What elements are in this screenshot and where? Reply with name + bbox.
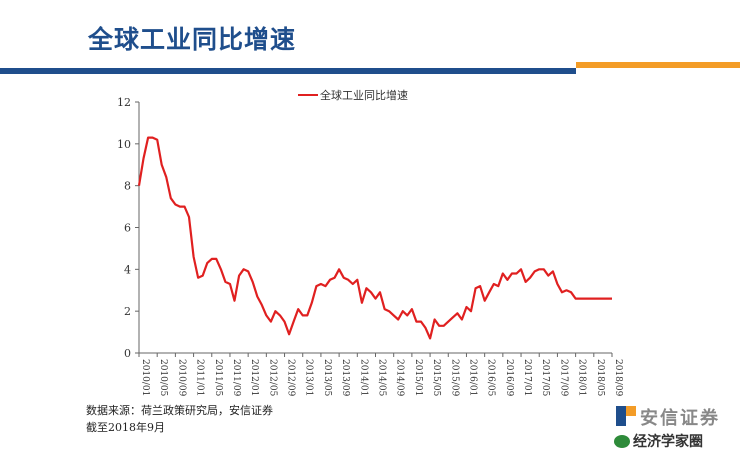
x-tick-label: 2017/09 xyxy=(558,359,568,397)
x-tick-label: 2018/09 xyxy=(613,359,623,397)
x-tick-labels: 2010/01 2010/05 2010/09 2011/01 2011/05 2011/… xyxy=(138,353,623,397)
x-tick-label: 2011/09 xyxy=(231,359,241,397)
x-tick-label: 2017/01 xyxy=(522,359,532,396)
x-tick-label: 2012/05 xyxy=(267,359,277,397)
logo-text: 安信证券 xyxy=(640,408,720,429)
x-tick-label: 2014/09 xyxy=(395,359,405,397)
x-tick-label: 2010/05 xyxy=(158,359,168,397)
x-tick-label: 2011/01 xyxy=(195,359,205,396)
x-tick-label: 2010/09 xyxy=(176,359,186,397)
brand-logo: 安信证券 经济学家圈 xyxy=(610,404,740,462)
x-tick-label: 2012/01 xyxy=(249,359,259,396)
y-tick-label: 4 xyxy=(124,263,131,276)
legend-label: 全球工业同比增速 xyxy=(320,88,408,102)
y-tick-label: 6 xyxy=(124,222,131,235)
as-of-date: 截至2018年9月 xyxy=(86,421,165,434)
chart-series xyxy=(137,136,612,340)
logo-mark-icon xyxy=(616,406,636,426)
x-tick-label: 2015/05 xyxy=(431,359,441,397)
x-tick-label: 2015/01 xyxy=(413,359,423,396)
x-tick-label: 2018/01 xyxy=(577,359,587,396)
source-line: 数据来源：荷兰政策研究局，安信证券 xyxy=(86,404,273,417)
x-tick-label: 2016/01 xyxy=(467,359,477,396)
wechat-icon xyxy=(614,435,630,448)
watermark: 经济学家圈 xyxy=(614,431,703,451)
x-tick-label: 2011/05 xyxy=(213,359,223,397)
x-tick-label: 2017/05 xyxy=(540,359,550,397)
series-line xyxy=(137,136,612,340)
x-tick-label: 2013/09 xyxy=(340,359,350,397)
y-tick-label: 12 xyxy=(117,96,131,109)
x-tick-label: 2015/09 xyxy=(449,359,459,397)
x-tick-label: 2010/01 xyxy=(140,359,150,396)
x-tick-label: 2016/05 xyxy=(486,359,496,397)
y-tick-labels: 0 2 4 6 8 10 12 xyxy=(117,96,139,360)
y-tick-label: 10 xyxy=(117,138,131,151)
chart-legend: 全球工业同比增速 xyxy=(298,88,408,102)
x-tick-label: 2014/05 xyxy=(377,359,387,397)
slide-title: 全球工业同比增速 xyxy=(88,25,297,54)
x-tick-label: 2018/05 xyxy=(595,359,605,397)
source-note: 数据来源：荷兰政策研究局，安信证券 截至2018年9月 xyxy=(86,402,273,436)
x-tick-label: 2013/05 xyxy=(322,359,332,397)
header-accent-bar-orange xyxy=(576,62,740,68)
y-tick-label: 8 xyxy=(124,180,131,193)
x-tick-label: 2016/09 xyxy=(504,359,514,397)
watermark-text: 经济学家圈 xyxy=(633,434,703,450)
y-tick-label: 0 xyxy=(124,347,131,360)
header-accent-bar-blue xyxy=(0,68,576,74)
x-tick-label: 2012/09 xyxy=(286,359,296,397)
x-tick-label: 2014/01 xyxy=(358,359,368,396)
y-tick-label: 2 xyxy=(124,305,131,318)
x-tick-label: 2013/01 xyxy=(304,359,314,396)
chart-axes xyxy=(138,102,612,354)
